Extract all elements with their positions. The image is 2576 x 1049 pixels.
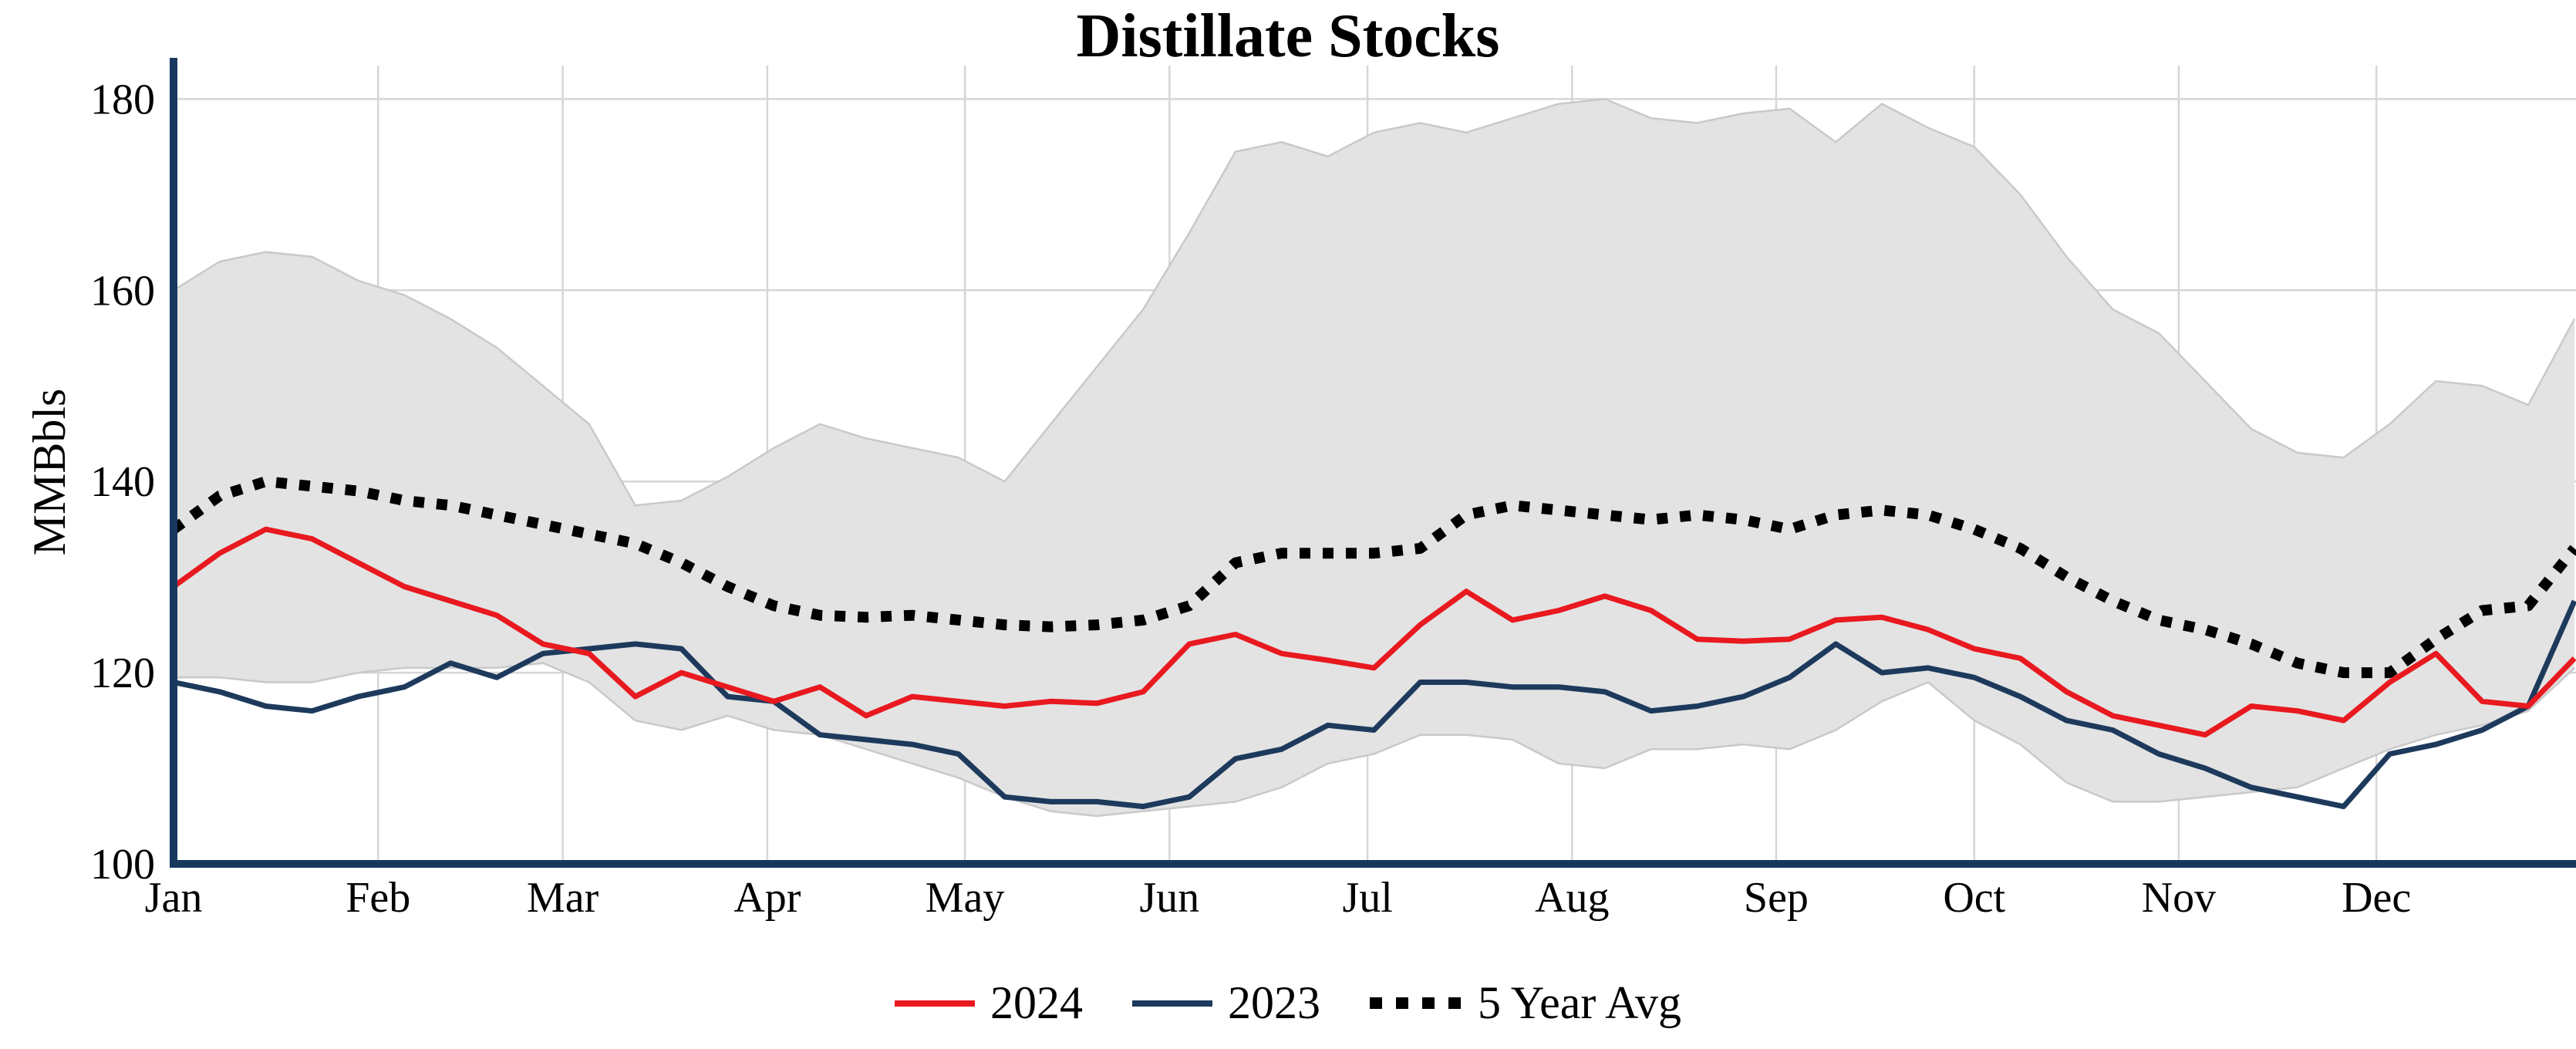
x-tick-label: Nov bbox=[2142, 874, 2216, 922]
x-tick-label: Aug bbox=[1535, 874, 1609, 922]
legend-item-2024: 2024 bbox=[895, 976, 1083, 1030]
x-tick-label: Oct bbox=[1943, 874, 2005, 922]
legend-label-5-year-avg: 5 Year Avg bbox=[1478, 977, 1681, 1028]
x-tick-label: Apr bbox=[733, 874, 801, 922]
band-lower-edge bbox=[174, 662, 2575, 818]
legend-line-2023-icon bbox=[1132, 1000, 1213, 1007]
legend-item-2023: 2023 bbox=[1132, 976, 1320, 1030]
x-tick-label: Jul bbox=[1342, 874, 1392, 922]
chart-legend: 2024 2023 5 Year Avg bbox=[0, 976, 2576, 1030]
x-tick-label: Mar bbox=[527, 874, 599, 922]
series-line-5-year-avg bbox=[170, 476, 2576, 679]
series-line-2024 bbox=[171, 526, 2576, 738]
x-tick-label: Dec bbox=[2342, 874, 2411, 922]
legend-item-5-year-avg: 5 Year Avg bbox=[1370, 976, 1681, 1030]
x-tick-label: Jan bbox=[145, 874, 203, 922]
x-tick-label: Jun bbox=[1139, 874, 1199, 922]
chart-title: Distillate Stocks bbox=[1076, 2, 1500, 70]
legend-label-2024: 2024 bbox=[990, 977, 1084, 1028]
x-tick-label: May bbox=[926, 874, 1005, 922]
y-tick-label: 120 bbox=[90, 649, 155, 697]
five-year-range-band bbox=[174, 99, 2574, 816]
x-tick-label: Feb bbox=[346, 874, 410, 922]
y-tick-label: 160 bbox=[90, 267, 155, 315]
x-tick-label: Sep bbox=[1744, 874, 1809, 922]
y-tick-label: 140 bbox=[90, 458, 155, 506]
y-tick-label: 180 bbox=[90, 76, 155, 123]
legend-label-2023: 2023 bbox=[1228, 977, 1321, 1028]
y-tick-label: 100 bbox=[90, 841, 155, 889]
legend-line-2024-icon bbox=[895, 1000, 976, 1007]
legend-dotted-line-icon bbox=[1370, 997, 1463, 1009]
band-upper-edge bbox=[173, 98, 2576, 507]
